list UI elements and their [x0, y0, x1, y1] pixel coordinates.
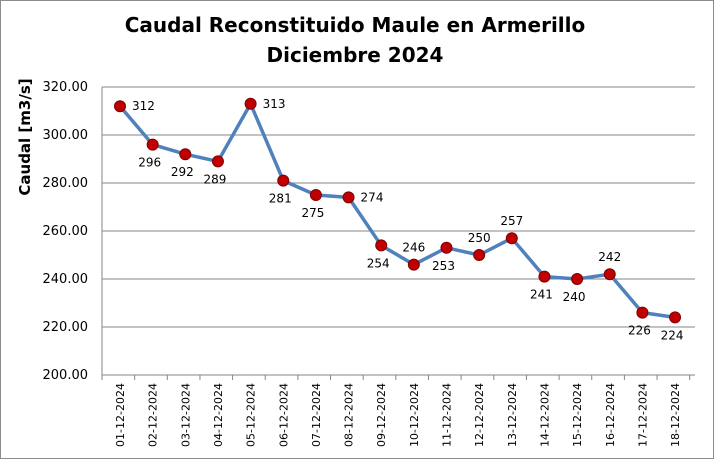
y-tick-label: 300.00 [43, 128, 89, 143]
x-tick-label: 04-12-2024 [212, 383, 225, 447]
data-point [505, 232, 518, 245]
x-tick-label: 06-12-2024 [277, 383, 290, 447]
y-tick-label: 280.00 [43, 176, 89, 191]
data-point [179, 148, 192, 161]
x-tick-label: 16-12-2024 [604, 383, 617, 447]
data-point [473, 249, 486, 261]
data-label: 253 [432, 259, 455, 273]
x-tick-label: 02-12-2024 [147, 383, 160, 447]
series-line [118, 102, 676, 320]
data-point [114, 100, 126, 113]
x-tick-labels: 01-12-2024 02-12-2024 03-12-2024 04-12-2024… [114, 383, 682, 447]
x-tick-label: 11-12-2024 [441, 383, 454, 447]
data-point [211, 155, 224, 168]
data-label: 275 [301, 206, 324, 220]
x-tick-label: 03-12-2024 [179, 383, 192, 447]
data-point [342, 191, 355, 204]
data-label: 313 [263, 97, 286, 111]
data-label: 246 [402, 241, 425, 255]
x-tick-label: 08-12-2024 [343, 383, 356, 447]
x-tick-label: 15-12-2024 [571, 383, 584, 447]
x-tick-label: 13-12-2024 [506, 383, 519, 447]
data-point [571, 273, 584, 285]
data-label: 250 [468, 231, 491, 245]
x-tick-label: 05-12-2024 [245, 383, 258, 447]
data-label: 224 [661, 328, 684, 342]
x-tick-label: 18-12-2024 [669, 383, 682, 447]
data-point [375, 239, 388, 252]
y-axis-label: Caudal [m3/s] [16, 78, 34, 195]
data-label: 274 [361, 190, 384, 204]
y-tick-label: 260.00 [43, 224, 89, 239]
data-label: 254 [367, 256, 390, 270]
data-label: 241 [530, 288, 553, 302]
x-tick-label: 09-12-2024 [375, 383, 388, 447]
gridlines [101, 86, 695, 380]
chart-subtitle: Diciembre 2024 [267, 43, 444, 67]
y-tick-label: 220.00 [43, 320, 89, 335]
series-group: 312 296 292 289 313 281 275 274 254 246 253 250 257 2… [114, 97, 684, 342]
data-label: 292 [171, 165, 194, 179]
data-label: 312 [132, 99, 155, 113]
data-label: 257 [500, 214, 523, 228]
data-point [636, 306, 649, 319]
y-tick-label: 320.00 [43, 80, 89, 95]
data-point [277, 174, 290, 187]
chart-title: Caudal Reconstituido Maule en Armerillo [125, 13, 586, 37]
data-label: 242 [598, 250, 621, 264]
x-tick-label: 10-12-2024 [408, 383, 421, 447]
x-tick-label: 07-12-2024 [310, 383, 323, 447]
data-label: 296 [138, 156, 161, 170]
data-point [244, 97, 257, 110]
x-tick-label: 14-12-2024 [538, 383, 551, 447]
data-point [309, 189, 322, 201]
y-tick-label: 240.00 [43, 272, 89, 287]
data-point [146, 138, 159, 151]
data-point [407, 258, 420, 271]
data-point [538, 270, 551, 283]
data-label: 240 [563, 290, 586, 304]
data-label: 281 [269, 192, 292, 206]
data-point [669, 311, 682, 324]
data-point [603, 268, 616, 281]
x-tick-label: 17-12-2024 [636, 383, 649, 447]
data-label: 289 [203, 172, 226, 186]
y-tick-labels: 200.00 220.00 240.00 260.00 280.00 300.00 320.… [43, 80, 89, 383]
data-point [440, 241, 453, 254]
x-tick-label: 01-12-2024 [114, 383, 127, 447]
y-tick-label: 200.00 [43, 368, 89, 383]
data-label: 226 [628, 324, 651, 338]
x-tick-label: 12-12-2024 [473, 383, 486, 447]
